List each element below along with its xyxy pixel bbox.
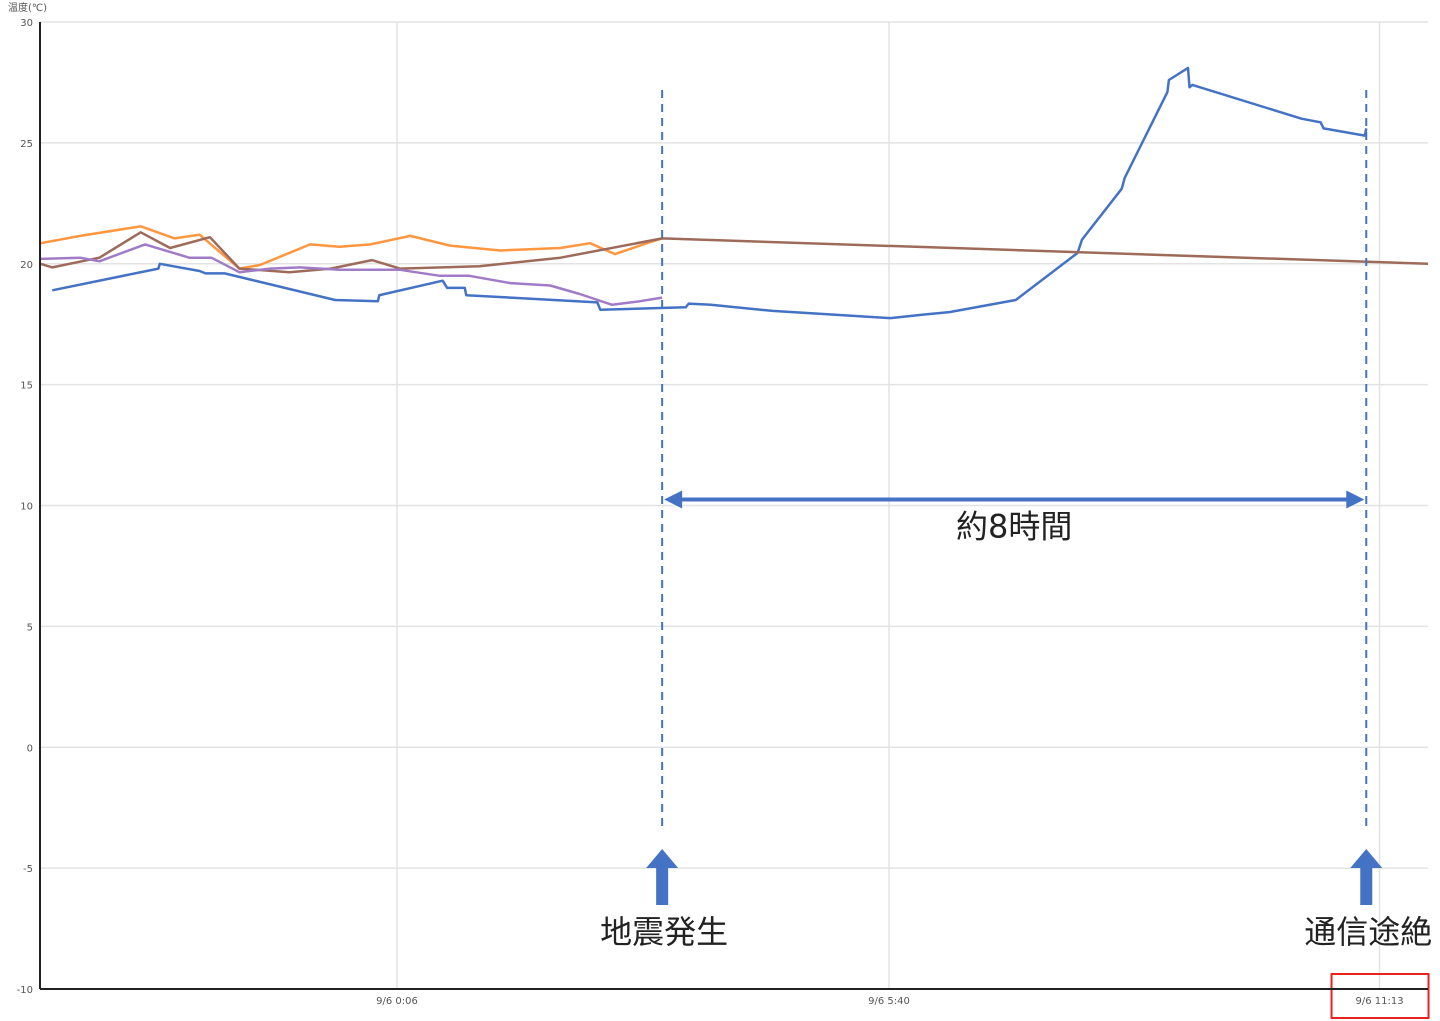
- annotations: 地震発生 通信途絶 約8時間: [600, 90, 1432, 951]
- span-arrow-right-icon: [1346, 490, 1365, 509]
- y-tick-label: -10: [17, 985, 33, 996]
- series-line-3: [40, 231, 1429, 274]
- y-tick-label: 20: [20, 260, 33, 271]
- earthquake-arrow-icon: [646, 849, 679, 905]
- y-tick-label: 0: [27, 743, 33, 754]
- earthquake-label: 地震発生: [600, 913, 728, 951]
- y-tick-label: 30: [20, 18, 33, 29]
- x-tick-label: 9/6 11:13: [1355, 996, 1403, 1007]
- x-tick-label: 9/6 5:40: [868, 996, 910, 1007]
- span-arrow-left-icon: [664, 490, 683, 509]
- highlight-box: [1330, 973, 1430, 1019]
- comm-lost-arrow-icon: [1350, 849, 1383, 905]
- series-line-2: [40, 225, 663, 270]
- series-lines: [40, 66, 1429, 320]
- axes: 30 25 20 15 10 5 0 -5 -10 9/6 0:06 9/6 5:40 9/6 11:…: [17, 18, 1430, 1019]
- series-line-1: [52, 66, 1368, 320]
- grid: [40, 21, 1428, 990]
- x-tick-label: 9/6 0:06: [376, 996, 418, 1007]
- comm-lost-label: 通信途絶: [1304, 913, 1432, 951]
- y-tick-label: 25: [20, 139, 33, 150]
- y-axis-label: 温度(℃): [8, 1, 47, 14]
- series-line-4: [40, 243, 663, 307]
- span-label: 約8時間: [956, 508, 1072, 546]
- y-tick-label: -5: [23, 864, 33, 875]
- y-tick-label: 5: [27, 622, 33, 633]
- y-tick-label: 15: [20, 381, 33, 392]
- y-tick-label: 10: [20, 502, 33, 513]
